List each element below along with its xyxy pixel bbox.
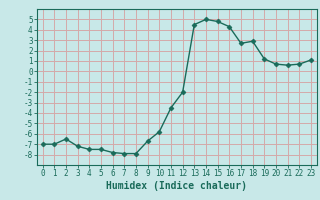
X-axis label: Humidex (Indice chaleur): Humidex (Indice chaleur) bbox=[106, 181, 247, 191]
